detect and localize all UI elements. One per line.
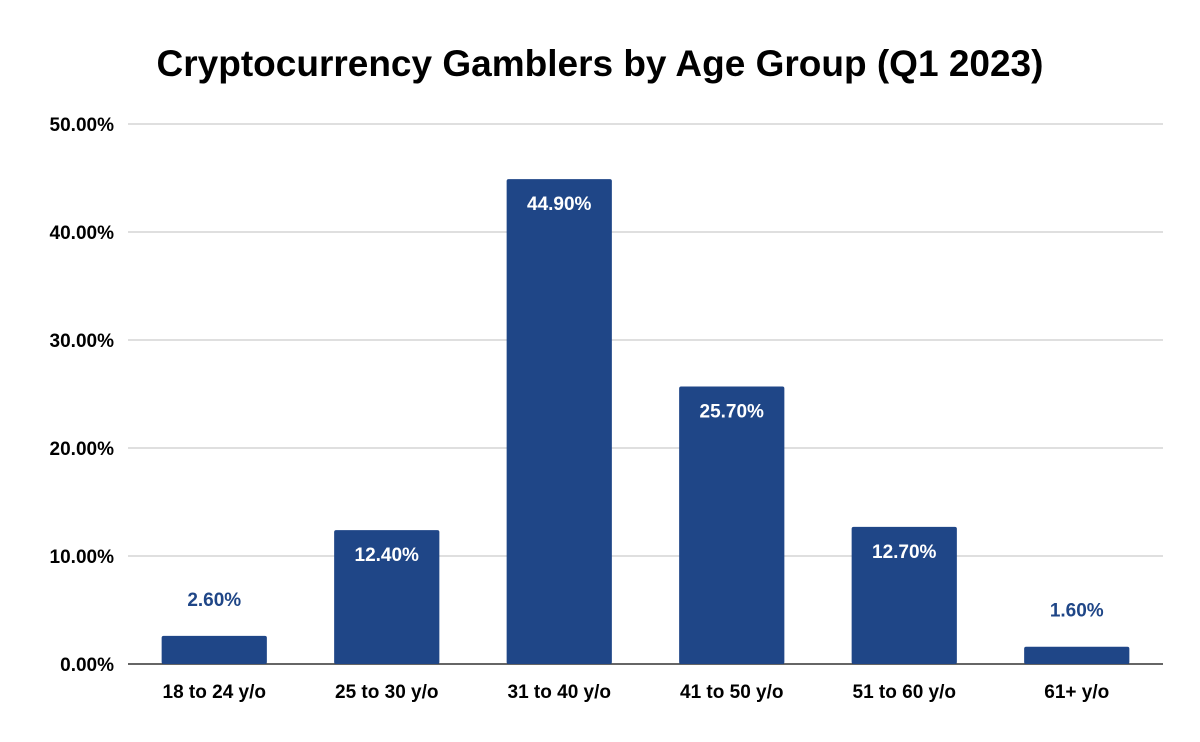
y-tick-label: 50.00% bbox=[50, 115, 115, 136]
x-tick-label: 61+ y/o bbox=[1044, 682, 1109, 703]
y-tick-label: 30.00% bbox=[50, 331, 115, 352]
bar bbox=[1024, 646, 1130, 664]
x-tick-label: 41 to 50 y/o bbox=[680, 682, 784, 703]
data-label: 2.60% bbox=[187, 590, 241, 611]
y-tick-label: 10.00% bbox=[50, 547, 115, 568]
bar bbox=[679, 386, 785, 664]
bar bbox=[334, 530, 440, 664]
chart-title: Cryptocurrency Gamblers by Age Group (Q1… bbox=[157, 43, 1044, 84]
x-tick-label: 18 to 24 y/o bbox=[163, 682, 267, 703]
grid-lines bbox=[128, 123, 1163, 665]
bar bbox=[506, 179, 612, 664]
bar bbox=[161, 635, 267, 664]
x-axis-ticks: 18 to 24 y/o 25 to 30 y/o 31 to 40 y/o 41 t… bbox=[163, 682, 1110, 703]
data-label: 12.70% bbox=[872, 542, 937, 563]
data-label: 44.90% bbox=[527, 194, 592, 215]
x-tick-label: 51 to 60 y/o bbox=[853, 682, 957, 703]
x-tick-label: 25 to 30 y/o bbox=[335, 682, 439, 703]
data-labels: 2.60% 12.40% 44.90% 25.70% 12.70% 1.60% bbox=[187, 194, 1103, 622]
data-label: 1.60% bbox=[1050, 601, 1104, 622]
data-label: 12.40% bbox=[355, 545, 420, 566]
bar bbox=[851, 526, 957, 664]
y-tick-label: 0.00% bbox=[60, 655, 114, 676]
bars bbox=[161, 179, 1130, 664]
y-tick-label: 20.00% bbox=[50, 439, 115, 460]
y-tick-label: 40.00% bbox=[50, 223, 115, 244]
data-label: 25.70% bbox=[700, 401, 765, 422]
y-axis-ticks: 0.00% 10.00% 20.00% 30.00% 40.00% 50.00% bbox=[50, 115, 115, 676]
x-tick-label: 31 to 40 y/o bbox=[508, 682, 612, 703]
